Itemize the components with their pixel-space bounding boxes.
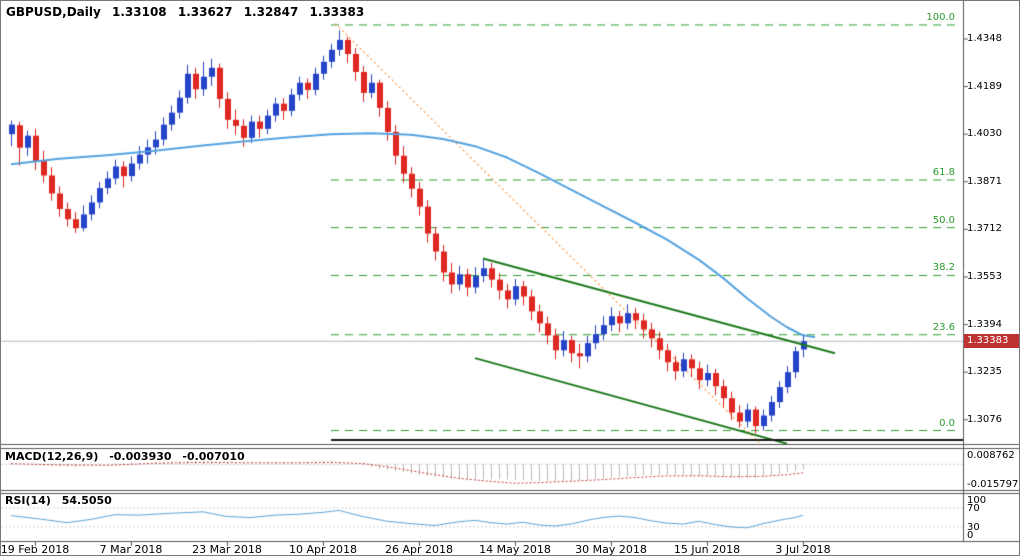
price-axis-tick: 1.4030 <box>967 128 1002 140</box>
price-axis-tick: 1.3712 <box>967 223 1002 235</box>
rsi-axis-tick: 70 <box>967 503 980 515</box>
date-axis-label: 23 Mar 2018 <box>192 543 262 556</box>
price-axis-tick: 1.4189 <box>967 80 1002 92</box>
rsi-value: 54.5050 <box>61 494 112 507</box>
price-axis-tick: 1.3553 <box>967 270 1002 282</box>
rsi-axis-tick: 100 <box>967 495 987 506</box>
date-axis-label: 26 Apr 2018 <box>384 543 454 556</box>
rsi-name: RSI(14) <box>5 494 51 507</box>
rsi-axis-tick: 0 <box>967 530 974 541</box>
price-axis-tick: 1.3871 <box>967 175 1002 187</box>
macd-axis-tick: -0.015797 <box>967 478 1019 490</box>
ohlc-close: 1.33383 <box>309 5 365 19</box>
date-axis-label: 7 Mar 2018 <box>99 543 163 556</box>
macd-name: MACD(12,26,9) <box>5 450 99 463</box>
macd-axis-tick: 0.008762 <box>967 450 1015 461</box>
rsi-indicator-label: RSI(14) 54.5050 <box>5 494 112 507</box>
date-axis-label: 14 May 2018 <box>479 543 551 556</box>
time-axis[interactable]: 19 Feb 2018 7 Mar 2018 23 Mar 2018 10 Apr 2… <box>0 542 963 556</box>
date-axis-label: 10 Apr 2018 <box>288 543 358 556</box>
macd-indicator-label: MACD(12,26,9) -0.003930 -0.007010 <box>5 450 245 463</box>
macd-main-value: -0.003930 <box>109 450 172 463</box>
symbol-timeframe: GBPUSD,Daily <box>6 5 101 19</box>
rsi-axis-tick: 30 <box>967 521 980 533</box>
date-axis-label: 30 May 2018 <box>575 543 647 556</box>
ohlc-high: 1.33627 <box>177 5 233 19</box>
current-price-tag: 1.33383 <box>964 334 1019 349</box>
ohlc-open: 1.33108 <box>112 5 167 19</box>
price-axis-tick: 1.3076 <box>967 413 1002 425</box>
date-axis-label: 3 Jul 2018 <box>775 543 831 556</box>
macd-signal-value: -0.007010 <box>182 450 245 463</box>
price-axis-tick: 1.3235 <box>967 366 1002 378</box>
price-axis-tick: 1.4348 <box>967 33 1002 44</box>
date-axis-label: 15 Jun 2018 <box>673 543 741 556</box>
chart-title: GBPUSD,Daily 1.33108 1.33627 1.32847 1.3… <box>6 5 364 19</box>
price-axis-tick: 1.3394 <box>967 318 1002 330</box>
date-axis-label: 19 Feb 2018 <box>0 543 70 556</box>
price-axis[interactable]: 1.33383 1.4348 1.4189 1.4030 1.3871 1.3712 1.… <box>963 1 1019 555</box>
ohlc-low: 1.32847 <box>243 5 299 19</box>
current-price-value: 1.33383 <box>967 335 1009 347</box>
